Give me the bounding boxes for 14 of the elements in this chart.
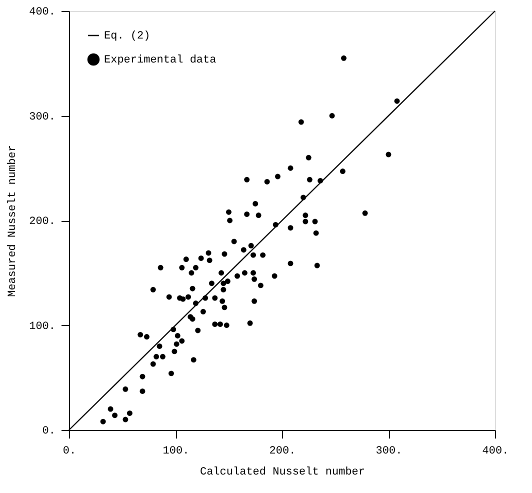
x-tick-label: 100. (162, 446, 190, 458)
legend-label: Experimental data (104, 54, 217, 66)
legend-label: Eq. (2) (104, 30, 150, 42)
y-tick-label: 200. (29, 216, 56, 228)
x-axis-title: Calculated Nusselt number (200, 466, 366, 478)
y-tick-label: 100. (29, 320, 56, 333)
y-axis-title: Measured Nusselt number (7, 145, 20, 297)
x-tick-label: 400. (482, 446, 509, 458)
y-tick-label: 400. (29, 6, 56, 18)
x-tick-label: 300. (376, 446, 402, 458)
y-tick-label: 300. (29, 111, 56, 124)
x-tick-label: 200. (269, 446, 296, 458)
x-tick-label: 0. (62, 446, 76, 458)
y-tick-label: 0. (42, 426, 56, 438)
